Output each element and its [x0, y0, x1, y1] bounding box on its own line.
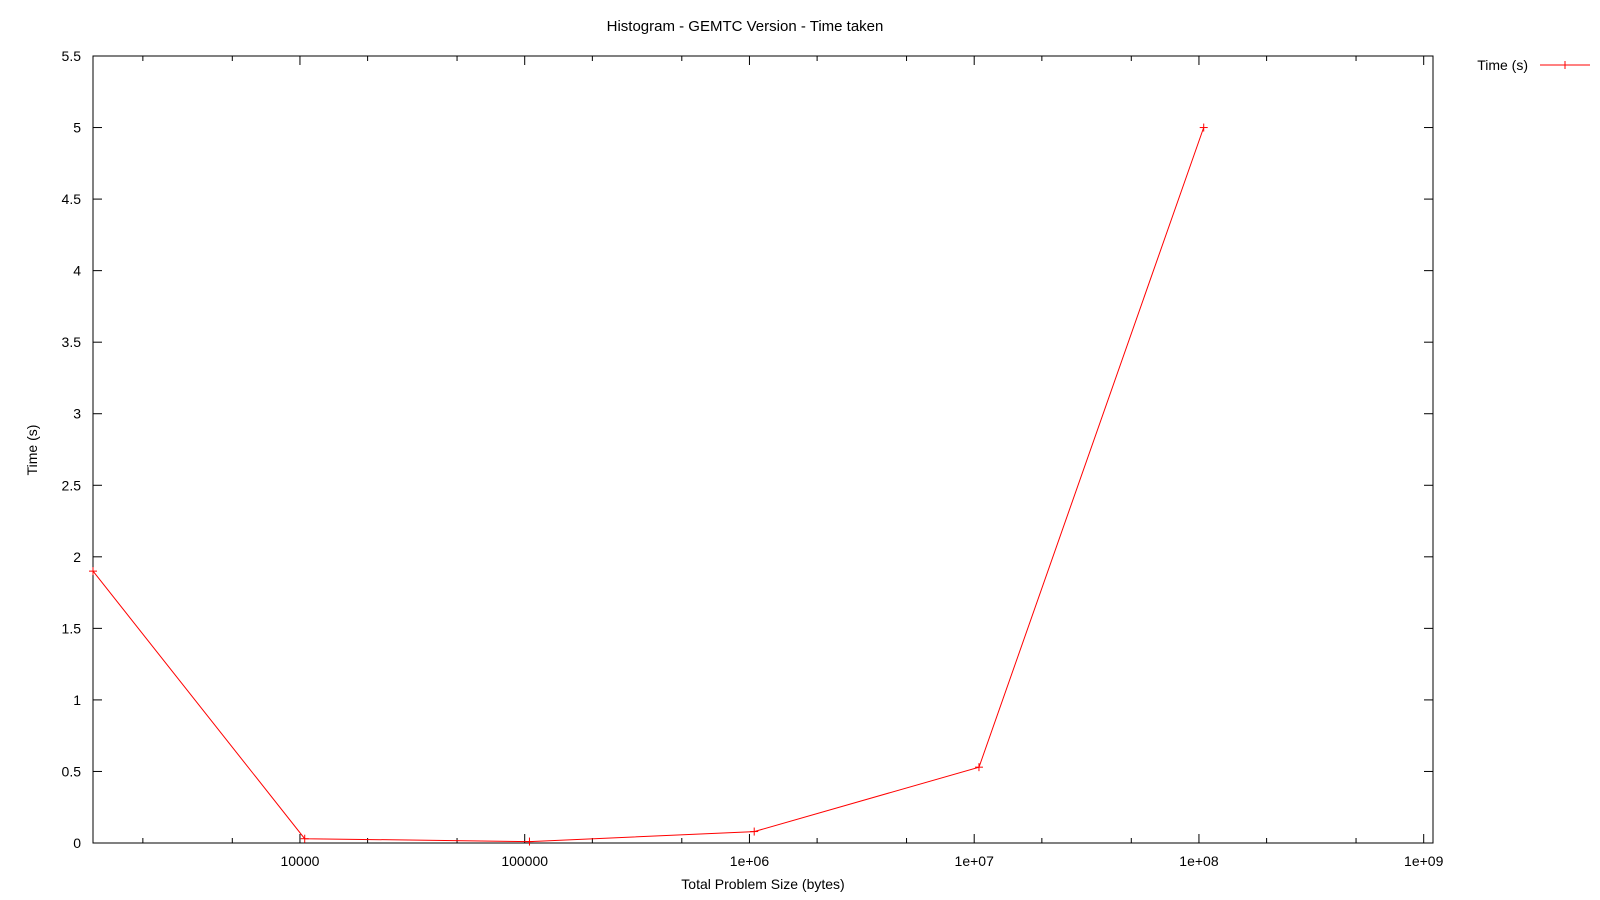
x-tick-label: 10000: [280, 853, 319, 869]
plot-area-border: [92, 55, 1434, 844]
data-point: [300, 834, 309, 843]
y-axis: 0 0.5 1 1.5 2 2.5 3 3.5 4 4.5 5 5.5: [62, 48, 1433, 851]
y-tick-label: 5: [73, 120, 81, 136]
y-tick-label: 1: [73, 692, 81, 708]
x-axis-label: Total Problem Size (bytes): [681, 876, 844, 892]
x-tick-label: 1e+09: [1404, 853, 1444, 869]
x-tick-label: 100000: [501, 853, 548, 869]
data-point: [89, 567, 97, 576]
x-axis: 10000 100000 1e+06 1e+07 1e+08 1e+09: [142, 56, 1444, 869]
y-tick-label: 4.5: [62, 191, 82, 207]
y-tick-label: 5.5: [62, 48, 82, 64]
data-point: [525, 837, 534, 846]
y-axis-label: Time (s): [24, 425, 40, 476]
y-tick-label: 3: [73, 406, 81, 422]
y-tick-label: 4: [73, 263, 81, 279]
chart-title: Histogram - GEMTC Version - Time taken: [607, 18, 884, 35]
legend-label: Time (s): [1477, 57, 1528, 73]
y-tick-label: 0.5: [62, 763, 82, 779]
y-tick-label: 1.5: [62, 620, 82, 636]
x-tick-label: 1e+07: [955, 853, 995, 869]
data-point: [974, 763, 983, 772]
series-layer: [89, 123, 1208, 846]
x-tick-label: 1e+08: [1179, 853, 1219, 869]
y-tick-label: 2: [73, 549, 81, 565]
data-point: [1199, 123, 1208, 132]
y-tick-label: 3.5: [62, 334, 82, 350]
data-point: [750, 827, 759, 836]
y-tick-label: 2.5: [62, 477, 82, 493]
x-tick-label: 1e+06: [730, 853, 770, 869]
legend-marker: [1561, 61, 1569, 69]
legend: Time (s): [1477, 57, 1590, 73]
series-line: [92, 127, 1205, 843]
y-tick-label: 0: [73, 835, 81, 851]
